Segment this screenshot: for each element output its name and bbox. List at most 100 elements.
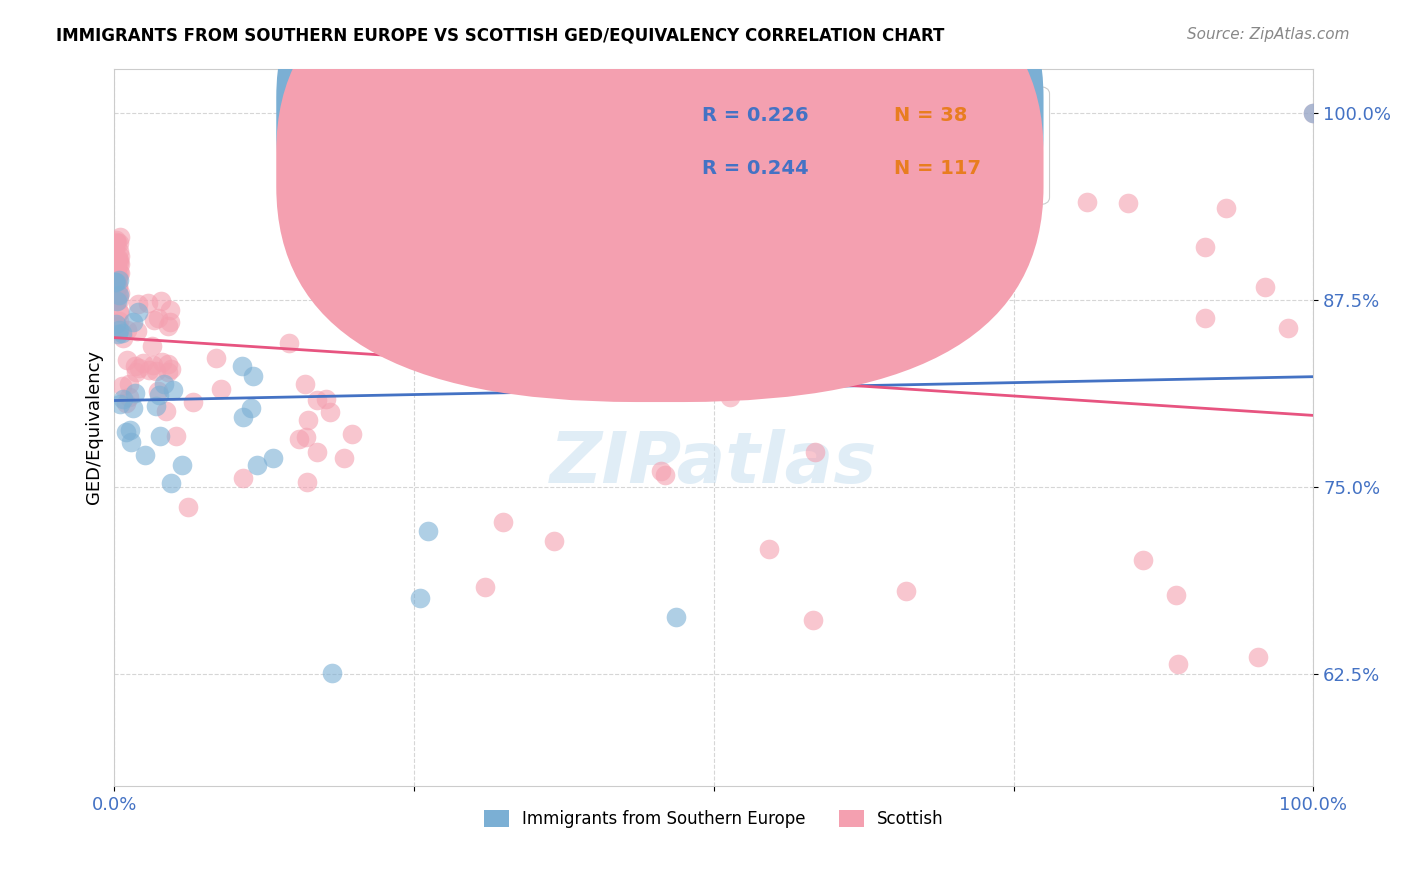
Point [132, 356, 155, 370]
Point [1246, 649, 1268, 664]
Point [150, 355, 173, 369]
Point [650, 464, 672, 478]
Point [134, 449, 156, 463]
Point [148, 429, 170, 443]
Point [105, 253, 128, 268]
Point [159, 475, 181, 490]
Point [242, 369, 264, 384]
Point [262, 450, 284, 465]
Point [718, 390, 741, 404]
Point [146, 384, 169, 398]
Point [111, 326, 134, 340]
Point [108, 265, 131, 279]
Point [1215, 201, 1237, 215]
Point [115, 395, 138, 409]
Point [1302, 106, 1324, 120]
Point [162, 383, 184, 397]
Point [1302, 106, 1324, 120]
Point [108, 266, 131, 280]
Point [104, 241, 127, 255]
Point [205, 351, 228, 365]
Point [758, 541, 780, 556]
Point [122, 315, 145, 329]
Point [111, 331, 134, 345]
Point [305, 445, 328, 459]
Point [148, 310, 170, 325]
Point [105, 267, 128, 281]
Point [315, 392, 337, 407]
Point [121, 401, 143, 416]
Point [232, 410, 254, 425]
Point [804, 444, 827, 458]
Point [104, 276, 127, 290]
Point [118, 390, 141, 404]
Point [108, 256, 131, 270]
Point [157, 319, 180, 334]
Point [319, 405, 342, 419]
Point [232, 471, 254, 485]
Point [104, 233, 127, 247]
Point [245, 458, 267, 472]
Point [107, 327, 129, 342]
Point [1132, 553, 1154, 567]
Point [288, 433, 311, 447]
Point [409, 591, 432, 605]
Point [150, 293, 173, 308]
Point [1007, 194, 1029, 208]
Point [295, 430, 318, 444]
Point [333, 450, 356, 465]
Point [108, 288, 131, 302]
Point [124, 385, 146, 400]
Point [115, 353, 138, 368]
Point [294, 377, 316, 392]
Point [1008, 184, 1031, 198]
Point [160, 362, 183, 376]
Point [108, 235, 131, 250]
Point [1277, 321, 1299, 335]
Point [474, 581, 496, 595]
Point [108, 305, 131, 319]
Point [231, 359, 253, 373]
Point [159, 315, 181, 329]
Text: IMMIGRANTS FROM SOUTHERN EUROPE VS SCOTTISH GED/EQUIVALENCY CORRELATION CHART: IMMIGRANTS FROM SOUTHERN EUROPE VS SCOTT… [56, 27, 945, 45]
Point [112, 392, 135, 407]
Point [108, 286, 131, 301]
Point [105, 260, 128, 275]
Point [136, 296, 159, 310]
Point [108, 293, 131, 308]
Legend: Immigrants from Southern Europe, Scottish: Immigrants from Southern Europe, Scottis… [477, 804, 950, 835]
Point [138, 363, 160, 377]
Text: Source: ZipAtlas.com: Source: ZipAtlas.com [1187, 27, 1350, 42]
Point [127, 297, 149, 311]
Point [107, 252, 129, 267]
Point [118, 376, 141, 391]
Point [108, 244, 131, 258]
Point [894, 584, 917, 599]
Point [492, 515, 515, 529]
Point [177, 500, 200, 514]
Point [115, 323, 138, 337]
Point [1164, 587, 1187, 601]
Point [297, 413, 319, 427]
Point [307, 393, 329, 408]
FancyBboxPatch shape [276, 0, 1043, 402]
Point [108, 313, 131, 327]
Point [105, 235, 128, 250]
Point [128, 360, 150, 375]
Point [107, 278, 129, 293]
Point [108, 257, 131, 271]
Point [654, 468, 676, 483]
Point [172, 458, 194, 472]
Point [108, 323, 131, 337]
Point [240, 401, 263, 415]
Point [105, 258, 128, 272]
Point [103, 275, 125, 289]
Point [125, 366, 148, 380]
Point [156, 357, 179, 371]
Text: R = 0.244: R = 0.244 [702, 160, 808, 178]
Point [107, 318, 129, 333]
Point [104, 235, 127, 249]
Point [104, 276, 127, 290]
Point [591, 380, 613, 394]
Point [295, 475, 318, 489]
